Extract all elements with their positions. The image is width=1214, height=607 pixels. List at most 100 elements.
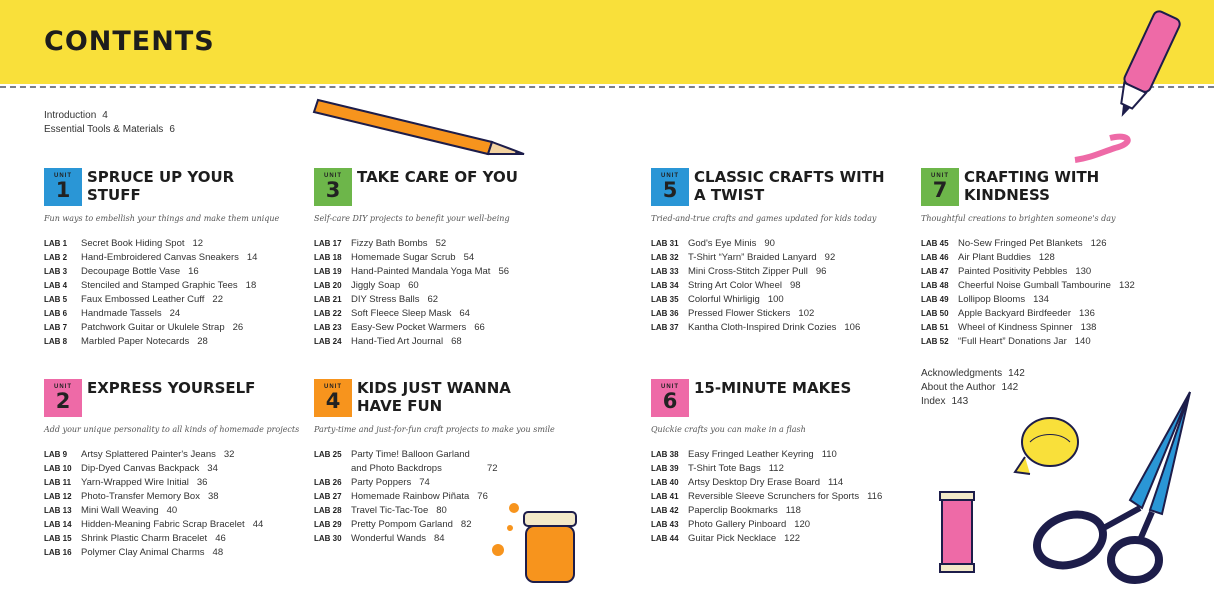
lab-entry[interactable]: LAB 16 Polymer Clay Animal Charms 48 <box>44 546 344 560</box>
lab-entry[interactable]: LAB 46 Air Plant Buddies 128 <box>921 251 1214 265</box>
lab-entry[interactable]: LAB 41 Reversible Sleeve Scrunchers for S… <box>651 490 951 504</box>
lab-number: LAB 27 <box>314 492 342 501</box>
lab-page: 64 <box>459 308 470 319</box>
lab-entry[interactable]: LAB 28 Travel Tic-Tac-Toe 80 <box>314 504 614 518</box>
lab-number: LAB 25 <box>314 450 342 459</box>
lab-entry[interactable]: LAB 39 T-Shirt Tote Bags 112 <box>651 462 951 476</box>
unit-title: CLASSIC CRAFTS WITH A TWIST <box>694 168 885 204</box>
lab-title: Hand-Tied Art Journal <box>351 336 444 347</box>
lab-page: 48 <box>212 547 224 558</box>
lab-number: LAB 26 <box>314 478 342 487</box>
lab-title: Lollipop Blooms <box>958 294 1026 305</box>
lab-number: LAB 29 <box>314 520 342 529</box>
lab-page: 100 <box>767 294 784 305</box>
lab-entry[interactable]: LAB 50 Apple Backyard Birdfeeder 136 <box>921 307 1214 321</box>
unit-tagline: Fun ways to embellish your things and ma… <box>44 214 280 223</box>
lab-entry[interactable]: LAB 19 Hand-Painted Mandala Yoga Mat 56 <box>314 265 614 279</box>
lab-number: LAB 8 <box>44 337 68 346</box>
lab-entry[interactable]: LAB 26 Party Poppers 74 <box>314 476 614 490</box>
lab-entry[interactable]: LAB 47 Painted Positivity Pebbles 130 <box>921 265 1214 279</box>
lab-entry[interactable]: LAB 11 Yarn-Wrapped Wire Initial 36 <box>44 476 344 490</box>
lab-entry[interactable]: LAB 44 Guitar Pick Necklace 122 <box>651 532 951 546</box>
lab-entry[interactable]: LAB 10 Dip-Dyed Canvas Backpack 34 <box>44 462 344 476</box>
lab-entry[interactable]: LAB 8 Marbled Paper Notecards 28 <box>44 335 344 349</box>
lab-page: 106 <box>844 322 861 333</box>
lab-number: LAB 6 <box>44 309 68 318</box>
lab-entry[interactable]: LAB 36 Pressed Flower Stickers 102 <box>651 307 951 321</box>
toc-entry[interactable]: Introduction 4 <box>44 110 108 121</box>
tape-measure-illustration <box>1013 417 1079 475</box>
lab-entry[interactable]: LAB 40 Artsy Desktop Dry Erase Board 114 <box>651 476 951 490</box>
lab-entry[interactable]: LAB 3 Decoupage Bottle Vase 16 <box>44 265 344 279</box>
unit-word: UNIT <box>324 384 342 390</box>
lab-entry[interactable]: LAB 24 Hand-Tied Art Journal 68 <box>314 335 614 349</box>
lab-entry[interactable]: LAB 23 Easy-Sew Pocket Warmers 66 <box>314 321 614 335</box>
lab-page: 36 <box>196 477 208 488</box>
lab-entry[interactable]: LAB 48 Cheerful Noise Gumball Tambourine 1… <box>921 279 1214 293</box>
lab-title: Soft Fleece Sleep Mask <box>351 308 452 319</box>
lab-entry[interactable]: LAB 49 Lollipop Blooms 134 <box>921 293 1214 307</box>
lab-title: Patchwork Guitar or Ukulele Strap <box>81 322 225 333</box>
lab-entry[interactable]: LAB 4 Stenciled and Stamped Graphic Tees 1… <box>44 279 344 293</box>
lab-entry[interactable]: LAB 15 Shrink Plastic Charm Bracelet 46 <box>44 532 344 546</box>
lab-entry[interactable]: LAB 6 Handmade Tassels 24 <box>44 307 344 321</box>
unit-title: TAKE CARE OF YOU <box>357 168 518 186</box>
lab-entry[interactable]: LAB 25 Party Time! Balloon Garland and Ph… <box>314 448 614 476</box>
lab-entry[interactable]: LAB 14 Hidden-Meaning Fabric Scrap Bracel… <box>44 518 344 532</box>
lab-number: LAB 49 <box>921 295 949 304</box>
lab-entry[interactable]: LAB 32 T-Shirt “Yarn” Braided Lanyard 92 <box>651 251 951 265</box>
unit-badge: UNIT 3 <box>314 168 352 206</box>
lab-entry[interactable]: LAB 27 Homemade Rainbow Piñata 76 <box>314 490 614 504</box>
lab-entry[interactable]: LAB 34 String Art Color Wheel 98 <box>651 279 951 293</box>
lab-entry[interactable]: LAB 29 Pretty Pompom Garland 82 <box>314 518 614 532</box>
lab-entry[interactable]: LAB 42 Paperclip Bookmarks 118 <box>651 504 951 518</box>
toc-entry[interactable]: About the Author 142 <box>921 382 1019 393</box>
lab-title: Secret Book Hiding Spot <box>81 238 185 249</box>
lab-title: Apple Backyard Birdfeeder <box>958 308 1072 319</box>
lab-entry[interactable]: LAB 5 Faux Embossed Leather Cuff 22 <box>44 293 344 307</box>
marker-illustration <box>1074 10 1181 163</box>
lab-entry[interactable]: LAB 22 Soft Fleece Sleep Mask 64 <box>314 307 614 321</box>
lab-entry[interactable]: LAB 9 Artsy Splattered Painter's Jeans 32 <box>44 448 344 462</box>
lab-entry[interactable]: LAB 17 Fizzy Bath Bombs 52 <box>314 237 614 251</box>
lab-entry[interactable]: LAB 52 “Full Heart” Donations Jar 140 <box>921 335 1214 349</box>
lab-entry[interactable]: LAB 13 Mini Wall Weaving 40 <box>44 504 344 518</box>
lab-number: LAB 1 <box>44 239 68 248</box>
lab-number: LAB 45 <box>921 239 949 248</box>
lab-list: LAB 9 Artsy Splattered Painter's Jeans 32 L… <box>44 448 344 560</box>
lab-title: No-Sew Fringed Pet Blankets <box>958 238 1083 249</box>
unit-badge: UNIT 7 <box>921 168 959 206</box>
unit-number: 2 <box>55 389 71 413</box>
lab-entry[interactable]: LAB 33 Mini Cross-Stitch Zipper Pull 96 <box>651 265 951 279</box>
lab-page: 28 <box>197 336 208 347</box>
lab-title: Pressed Flower Stickers <box>688 308 791 319</box>
lab-entry[interactable]: LAB 43 Photo Gallery Pinboard 120 <box>651 518 951 532</box>
lab-entry[interactable]: LAB 18 Homemade Sugar Scrub 54 <box>314 251 614 265</box>
lab-page: 80 <box>436 505 447 516</box>
lab-entry[interactable]: LAB 30 Wonderful Wands 84 <box>314 532 614 546</box>
page-title: CONTENTS <box>44 26 215 57</box>
lab-page: 110 <box>821 449 837 460</box>
unit-badge: UNIT 1 <box>44 168 82 206</box>
lab-entry[interactable]: LAB 37 Kantha Cloth-Inspired Drink Cozies… <box>651 321 951 335</box>
lab-entry[interactable]: LAB 31 God's Eye Minis 90 <box>651 237 951 251</box>
unit-badge: UNIT 2 <box>44 379 82 417</box>
toc-entry[interactable]: Index 143 <box>921 396 969 407</box>
lab-entry[interactable]: LAB 21 DIY Stress Balls 62 <box>314 293 614 307</box>
toc-entry[interactable]: Essential Tools & Materials 6 <box>44 124 175 135</box>
lab-title: Stenciled and Stamped Graphic Tees <box>81 280 238 291</box>
lab-entry[interactable]: LAB 45 No-Sew Fringed Pet Blankets 126 <box>921 237 1214 251</box>
lab-number: LAB 23 <box>314 323 342 332</box>
lab-entry[interactable]: LAB 51 Wheel of Kindness Spinner 138 <box>921 321 1214 335</box>
lab-number: LAB 50 <box>921 309 949 318</box>
lab-entry[interactable]: LAB 1 Secret Book Hiding Spot 12 <box>44 237 344 251</box>
lab-number: LAB 9 <box>44 450 68 459</box>
lab-entry[interactable]: LAB 7 Patchwork Guitar or Ukulele Strap 26 <box>44 321 344 335</box>
lab-entry[interactable]: LAB 2 Hand-Embroidered Canvas Sneakers 14 <box>44 251 344 265</box>
lab-entry[interactable]: LAB 20 Jiggly Soap 60 <box>314 279 614 293</box>
toc-entry[interactable]: Acknowledgments 142 <box>921 368 1025 379</box>
lab-entry[interactable]: LAB 38 Easy Fringed Leather Keyring 110 <box>651 448 951 462</box>
lab-entry[interactable]: LAB 35 Colorful Whirligig 100 <box>651 293 951 307</box>
lab-entry[interactable]: LAB 12 Photo-Transfer Memory Box 38 <box>44 490 344 504</box>
lab-page: 38 <box>207 491 219 502</box>
